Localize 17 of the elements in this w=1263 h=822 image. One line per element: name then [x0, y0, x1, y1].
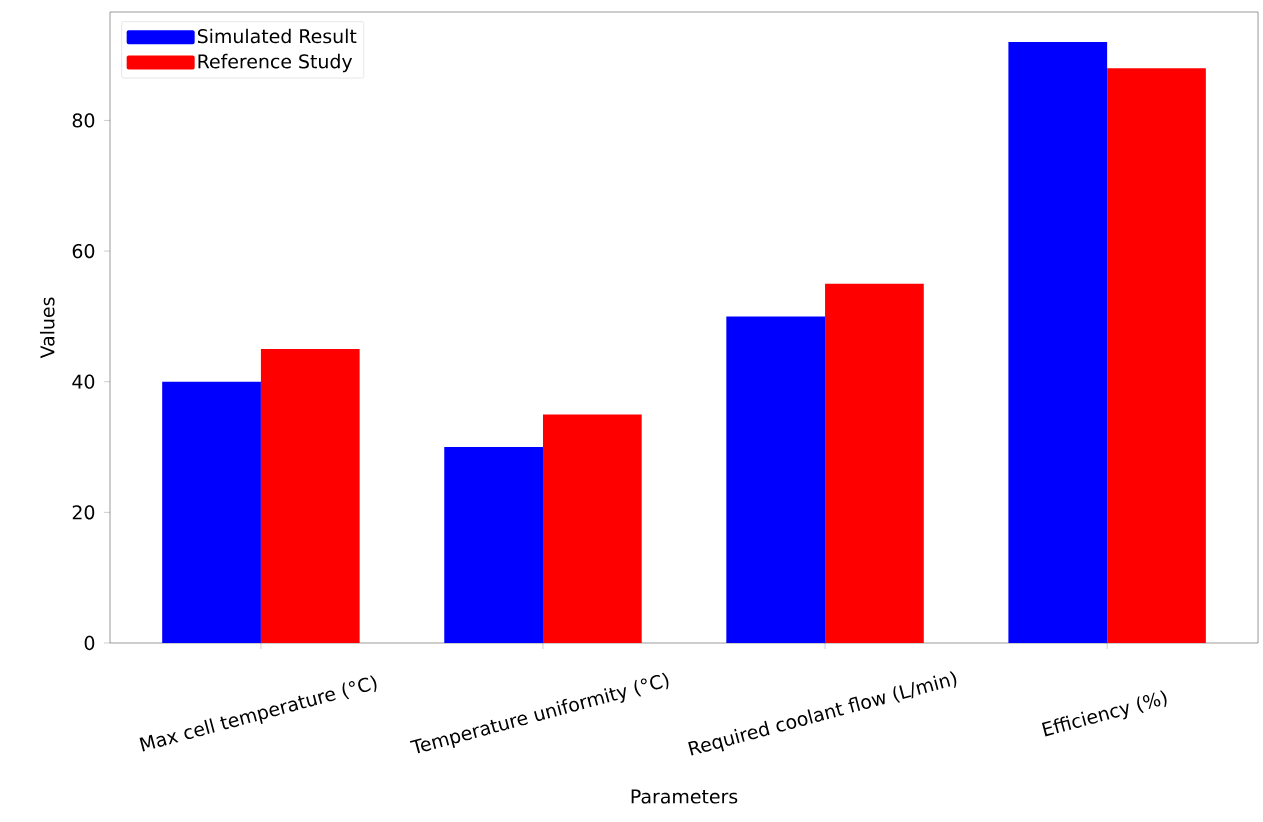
y-tick-label: 0	[84, 635, 95, 651]
legend-label: Reference Study	[198, 53, 353, 73]
bar	[444, 447, 543, 643]
y-tick-label: 20	[72, 505, 95, 520]
bar	[162, 381, 261, 643]
y-tick-label: 40	[72, 374, 95, 389]
y-axis-title: Values	[39, 297, 55, 359]
y-tick-label: 60	[72, 243, 95, 259]
bar	[542, 414, 642, 643]
bar	[825, 283, 924, 643]
bar	[1008, 42, 1108, 643]
y-tick-label: 80	[72, 113, 95, 128]
legend-label: Simulated Result	[197, 28, 357, 44]
x-axis-title: Parameters	[631, 789, 738, 804]
bar	[1107, 68, 1206, 643]
bar	[260, 349, 360, 643]
bar	[726, 316, 826, 643]
